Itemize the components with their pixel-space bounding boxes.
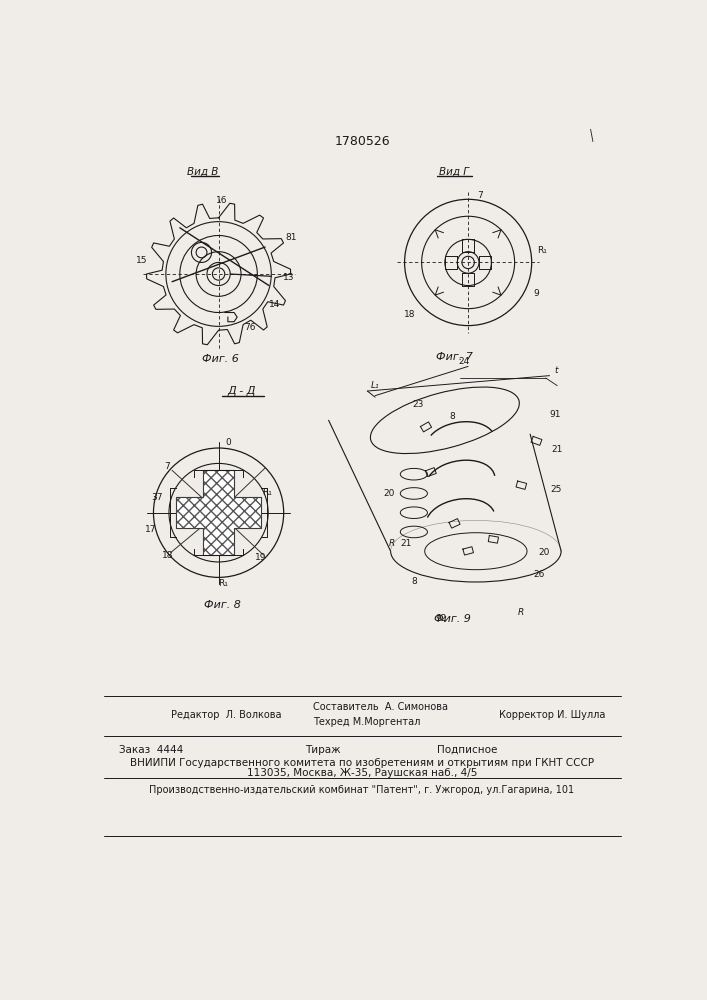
Text: 17: 17 <box>145 525 156 534</box>
Text: 24: 24 <box>459 357 470 366</box>
Text: 25: 25 <box>551 485 562 494</box>
Text: 21: 21 <box>551 445 563 454</box>
Text: L₁: L₁ <box>370 381 380 390</box>
Text: 37: 37 <box>151 493 163 502</box>
Text: 9: 9 <box>534 289 539 298</box>
Text: 14: 14 <box>269 300 280 309</box>
Text: 20: 20 <box>539 548 550 557</box>
Text: 1780526: 1780526 <box>335 135 390 148</box>
Text: ВНИИПИ Государственного комитета по изобретениям и открытиям при ГКНТ СССР: ВНИИПИ Государственного комитета по изоб… <box>130 758 594 768</box>
Text: 13: 13 <box>284 273 295 282</box>
Text: 76: 76 <box>244 323 255 332</box>
Text: Заказ  4444: Заказ 4444 <box>119 745 184 755</box>
Text: Техред М.Моргентал: Техред М.Моргентал <box>313 717 421 727</box>
Text: Фиг. 8: Фиг. 8 <box>204 600 241 610</box>
Text: R₁: R₁ <box>537 246 547 255</box>
Text: 8: 8 <box>450 412 455 421</box>
Text: Д - Д: Д - Д <box>228 386 256 396</box>
Text: 23: 23 <box>412 400 423 409</box>
Text: 0: 0 <box>225 438 230 447</box>
Text: 8: 8 <box>411 578 416 586</box>
Text: R₁: R₁ <box>262 488 271 497</box>
Text: R: R <box>518 608 524 617</box>
Text: 16: 16 <box>216 196 228 205</box>
Text: 26: 26 <box>534 570 545 579</box>
Text: 18: 18 <box>404 310 416 319</box>
Text: Подписное: Подписное <box>437 745 498 755</box>
Text: R: R <box>389 539 395 548</box>
Text: 19: 19 <box>255 553 267 562</box>
Text: 92: 92 <box>436 614 447 623</box>
Text: 15: 15 <box>136 256 148 265</box>
Text: 18: 18 <box>163 551 174 560</box>
Text: Фиг. 9: Фиг. 9 <box>434 614 471 624</box>
Text: Составитель  А. Симонова: Составитель А. Симонова <box>313 702 448 712</box>
Text: t: t <box>554 366 557 375</box>
Text: Фиг. 6: Фиг. 6 <box>201 354 238 364</box>
Polygon shape <box>176 470 261 555</box>
Text: 81: 81 <box>286 233 297 242</box>
Text: Фиг. 7: Фиг. 7 <box>436 352 472 362</box>
Text: 7: 7 <box>478 191 484 200</box>
Text: 113035, Москва, Ж-35, Раушская наб., 4/5: 113035, Москва, Ж-35, Раушская наб., 4/5 <box>247 768 477 778</box>
Text: Вид В: Вид В <box>187 167 218 177</box>
Text: R₁: R₁ <box>218 579 228 588</box>
Text: Производственно-издательский комбинат "Патент", г. Ужгород, ул.Гагарина, 101: Производственно-издательский комбинат "П… <box>149 785 575 795</box>
Text: 91: 91 <box>549 410 561 419</box>
Text: 20: 20 <box>383 489 395 498</box>
Text: Редактор  Л. Волкова: Редактор Л. Волкова <box>171 710 282 720</box>
Text: Вид Г: Вид Г <box>439 167 469 177</box>
Text: Тираж: Тираж <box>305 745 341 755</box>
Text: 7: 7 <box>165 462 170 471</box>
Text: Корректор И. Шулла: Корректор И. Шулла <box>499 710 605 720</box>
Text: 21: 21 <box>400 539 411 548</box>
